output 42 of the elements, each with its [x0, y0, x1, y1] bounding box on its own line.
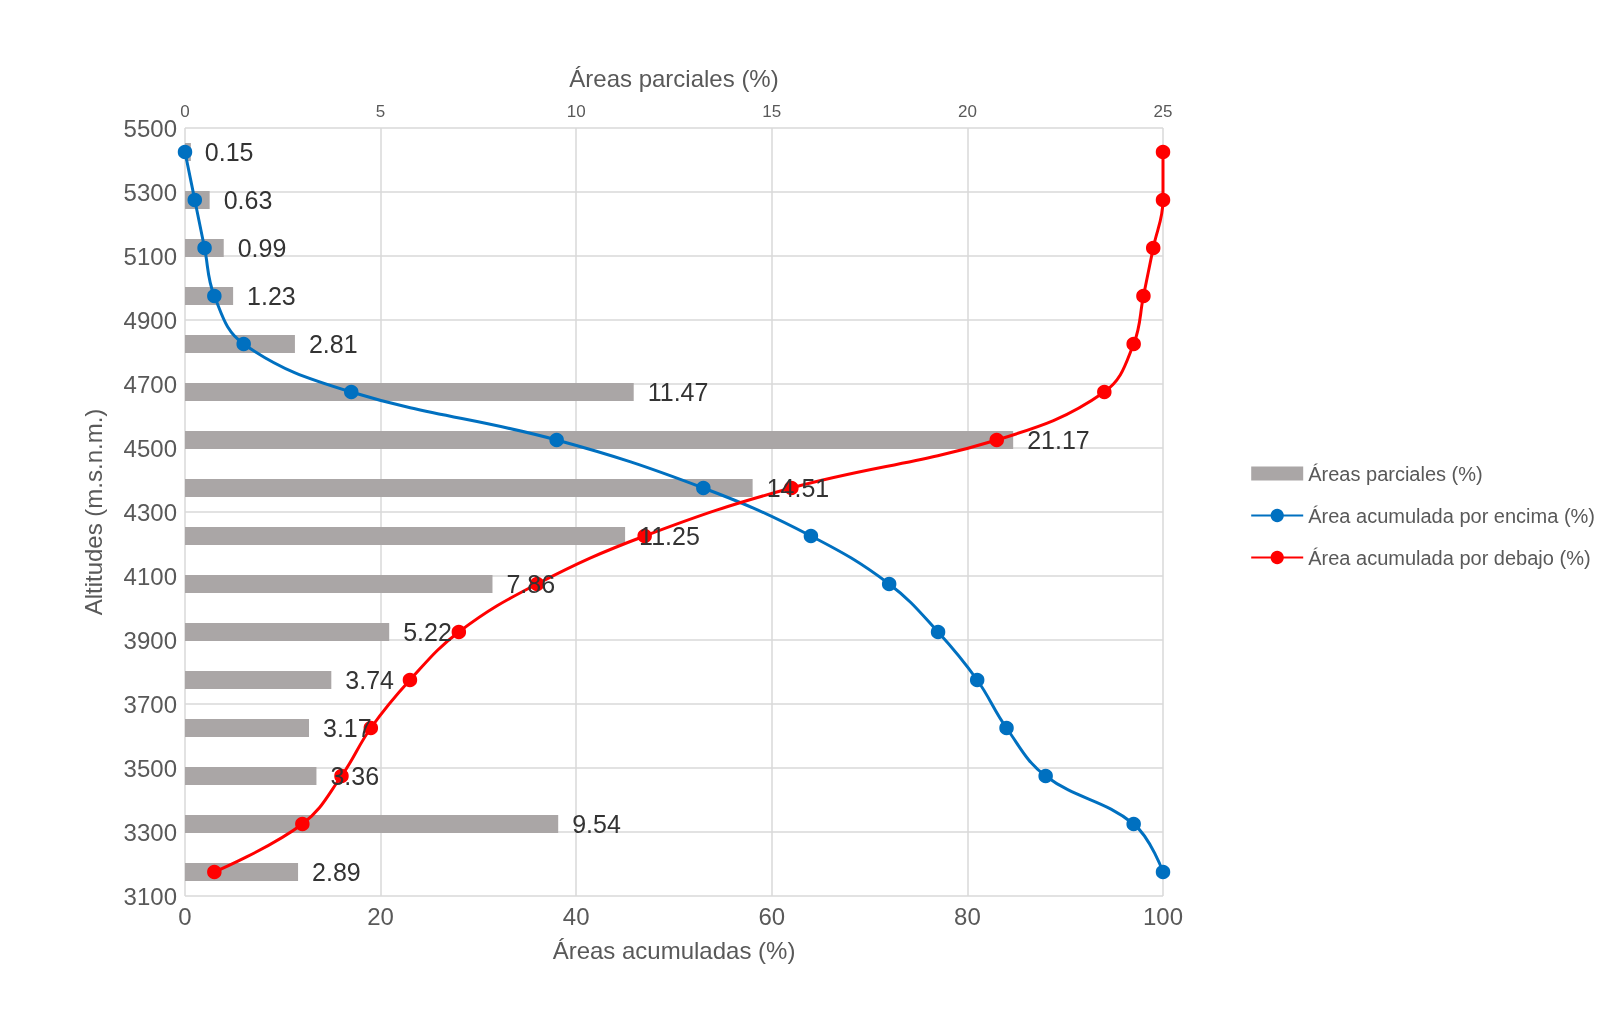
data-label: 2.81: [308, 330, 358, 358]
y-tick-label: 3500: [123, 754, 177, 782]
x2-tick-label: 5: [375, 102, 386, 121]
x-tick-label: 100: [1142, 902, 1184, 930]
x-tick-label: 40: [562, 902, 590, 930]
y-tick-label: 3900: [123, 626, 177, 654]
y-axis-title: Altitudes (m.s.n.m.): [79, 408, 107, 616]
y-tick-label: 3300: [123, 818, 177, 846]
y-tick-label: 4700: [123, 370, 177, 398]
x-axis-title: Áreas acumuladas (%): [552, 936, 796, 964]
x-tick-label: 0: [178, 902, 192, 930]
x2-tick-label: 0: [180, 102, 190, 121]
x2-tick-label: 15: [762, 102, 782, 121]
y-tick-label: 5100: [123, 242, 177, 270]
data-label: 0.99: [237, 234, 287, 262]
y-tick-label: 5500: [123, 114, 177, 142]
data-label: 9.54: [572, 810, 621, 838]
y-tick-label: 4300: [123, 498, 177, 526]
legend-label: Áreas parciales (%): [1308, 462, 1483, 485]
data-label: 11.47: [647, 378, 709, 406]
x-tick-label: 80: [954, 902, 981, 930]
x-tick-label: 20: [367, 902, 394, 930]
data-label: 0.63: [223, 186, 273, 214]
y-tick-label: 4100: [123, 562, 177, 590]
data-label: 21.17: [1027, 426, 1090, 454]
y-tick-label: 4500: [123, 434, 177, 462]
legend-label: Área acumulada por encima (%): [1308, 504, 1595, 527]
y-tick-label: 3700: [123, 690, 177, 718]
data-label: 2.89: [312, 858, 361, 886]
data-label: 3.74: [345, 666, 395, 694]
y-tick-label: 3100: [123, 882, 177, 910]
data-label: 1.23: [247, 282, 296, 310]
y-tick-label: 4900: [123, 306, 177, 334]
data-label: 5.22: [403, 618, 452, 646]
y-tick-label: 5300: [123, 178, 177, 206]
x2-tick-label: 10: [566, 102, 586, 121]
x-tick-label: 60: [758, 902, 786, 930]
legend-label: Área acumulada por debajo (%): [1308, 546, 1591, 569]
x2-tick-label: 25: [1153, 102, 1173, 121]
x2-axis-title: Áreas parciales (%): [569, 64, 779, 92]
data-label: 0.15: [204, 138, 254, 166]
x2-tick-label: 20: [957, 102, 977, 121]
